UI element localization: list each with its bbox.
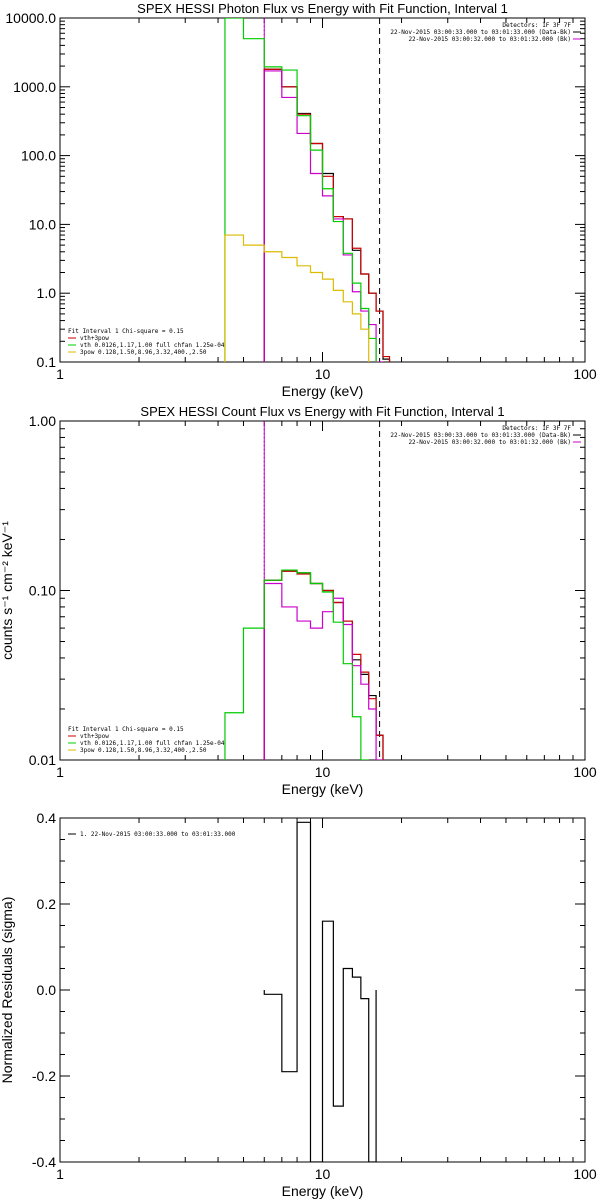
legend-entry: Detectors: 1F 3F 7F bbox=[502, 425, 571, 432]
plot-area bbox=[263, 821, 377, 1162]
legend-entry: Fit Interval 1 Chi-square = 0.15 bbox=[68, 328, 184, 335]
y-tick-label: 0.10 bbox=[29, 583, 56, 599]
legend-entry: vth+3pow bbox=[80, 335, 109, 342]
y-tick-label: 1.0 bbox=[37, 285, 57, 301]
series-line bbox=[224, 569, 369, 760]
legend-entry: vth 0.0126,1.17,1.00 full chfan 1.25e-04 bbox=[80, 740, 225, 747]
chart-title: SPEX HESSI Photon Flux vs Energy with Fi… bbox=[137, 1, 508, 16]
y-tick-label: 100.0 bbox=[21, 148, 56, 164]
legend-entry: 22-Nov-2015 03:00:33.000 to 03:01:33.000… bbox=[390, 432, 571, 439]
x-tick-label: 1 bbox=[56, 1166, 64, 1182]
legend-entry: Fit Interval 1 Chi-square = 0.15 bbox=[68, 726, 184, 733]
series-line bbox=[224, 234, 370, 362]
x-axis-title: Energy (keV) bbox=[282, 781, 364, 797]
series-line bbox=[263, 821, 377, 1162]
legend-entry: 22-Nov-2015 03:00:32.000 to 03:01:32.000… bbox=[408, 439, 571, 446]
y-tick-label: -0.2 bbox=[32, 1068, 56, 1084]
y-tick-label: 0.0 bbox=[37, 982, 57, 998]
series-line bbox=[224, 18, 377, 362]
y-tick-label: 10000.0 bbox=[5, 10, 56, 26]
x-tick-label: 10 bbox=[315, 1166, 331, 1182]
x-tick-label: 1 bbox=[56, 764, 64, 780]
series-line bbox=[263, 68, 391, 362]
legend-entry: 3pow 0.128,1.50,8.96,3.32,400.,2.50 bbox=[80, 747, 207, 754]
residuals-panel: 1 10 100 Energy (keV) -0.4 -0.2 0.0 0.2 0.4 Norma… bbox=[0, 810, 597, 1199]
y-tick-label: 0.2 bbox=[37, 896, 57, 912]
series-line bbox=[263, 570, 384, 760]
legend-entry: 3pow 0.128,1.50,8.96,3.32,400.,2.50 bbox=[80, 349, 207, 356]
series-line bbox=[263, 68, 391, 362]
series-line bbox=[263, 70, 383, 362]
x-tick-label: 100 bbox=[573, 764, 597, 780]
legend-entry: vth 0.0126,1.17,1.00 full chfan 1.25e-04 bbox=[80, 342, 225, 349]
x-axis-title: Energy (keV) bbox=[282, 383, 364, 399]
chart-title: SPEX HESSI Count Flux vs Energy with Fit… bbox=[140, 404, 504, 419]
x-tick-label: 10 bbox=[315, 764, 331, 780]
y-tick-label: 1.00 bbox=[29, 413, 56, 429]
legend-entry: 22-Nov-2015 03:00:33.000 to 03:01:33.000… bbox=[390, 29, 571, 36]
legend-entry: 22-Nov-2015 03:00:32.000 to 03:01:32.000… bbox=[408, 36, 571, 43]
plot-area bbox=[224, 18, 391, 362]
legend-entry: Detectors: 1F 3F 7F bbox=[502, 22, 571, 29]
y-tick-label: 0.1 bbox=[37, 354, 57, 370]
y-tick-label: 10.0 bbox=[29, 216, 56, 232]
count-flux-panel: SPEX HESSI Count Flux vs Energy with Fit… bbox=[0, 404, 597, 797]
y-tick-label: 0.4 bbox=[37, 810, 57, 826]
x-tick-label: 100 bbox=[573, 1166, 597, 1182]
x-tick-label: 1 bbox=[56, 366, 64, 382]
plot-area bbox=[224, 421, 384, 760]
y-tick-label: -0.4 bbox=[32, 1154, 56, 1170]
legend-entry: vth+3pow bbox=[80, 733, 109, 740]
y-axis-title: counts s⁻¹ cm⁻² keV⁻¹ bbox=[0, 521, 15, 660]
y-tick-label: 0.01 bbox=[29, 752, 56, 768]
x-tick-label: 100 bbox=[573, 366, 597, 382]
legend-entry: 1. 22-Nov-2015 03:00:33.000 to 03:01:33.… bbox=[80, 831, 236, 838]
x-axis-title: Energy (keV) bbox=[282, 1183, 364, 1199]
y-axis-title: Normalized Residuals (sigma) bbox=[0, 897, 15, 1084]
x-tick-label: 10 bbox=[315, 366, 331, 382]
photon-flux-panel: SPEX HESSI Photon Flux vs Energy with Fi… bbox=[5, 1, 597, 399]
y-tick-label: 1000.0 bbox=[13, 79, 56, 95]
